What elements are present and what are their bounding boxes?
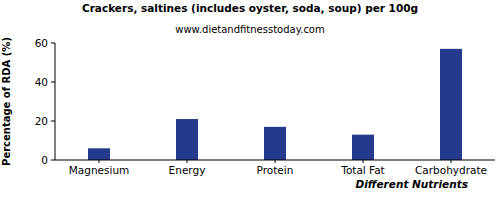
x-tick-label: Carbohydrate: [415, 164, 487, 176]
y-tick-label: 0: [41, 154, 48, 166]
x-tick-label: Magnesium: [69, 164, 130, 176]
x-tick: [451, 160, 452, 163]
bar: [352, 135, 374, 160]
y-axis-label: Percentage of RDA (%): [1, 37, 12, 166]
x-axis-label: Different Nutrients: [355, 178, 468, 190]
bar: [176, 119, 198, 160]
chart-svg: Crackers, saltines (includes oyster, sod…: [0, 0, 500, 200]
x-tick-label: Energy: [169, 164, 206, 176]
bar: [88, 148, 110, 160]
y-tick: [51, 121, 55, 122]
y-tick-label: 60: [35, 37, 48, 49]
y-tick: [51, 160, 55, 161]
x-tick: [99, 160, 100, 163]
y-axis: [55, 43, 56, 160]
bar: [440, 49, 462, 160]
y-tick: [51, 82, 55, 83]
bar: [264, 127, 286, 160]
y-tick-label: 20: [35, 115, 48, 127]
x-tick-label: Protein: [257, 164, 294, 176]
subtitle: www.dietandfitnesstoday.com: [175, 24, 324, 35]
x-tick: [187, 160, 188, 163]
y-tick-label: 40: [35, 76, 48, 88]
chart-container: Crackers, saltines (includes oyster, sod…: [0, 0, 500, 200]
x-tick: [275, 160, 276, 163]
bars: [88, 49, 462, 160]
title: Crackers, saltines (includes oyster, sod…: [82, 2, 418, 14]
x-tick: [363, 160, 364, 163]
x-tick-label: Total Fat: [340, 164, 385, 176]
y-tick: [51, 43, 55, 44]
